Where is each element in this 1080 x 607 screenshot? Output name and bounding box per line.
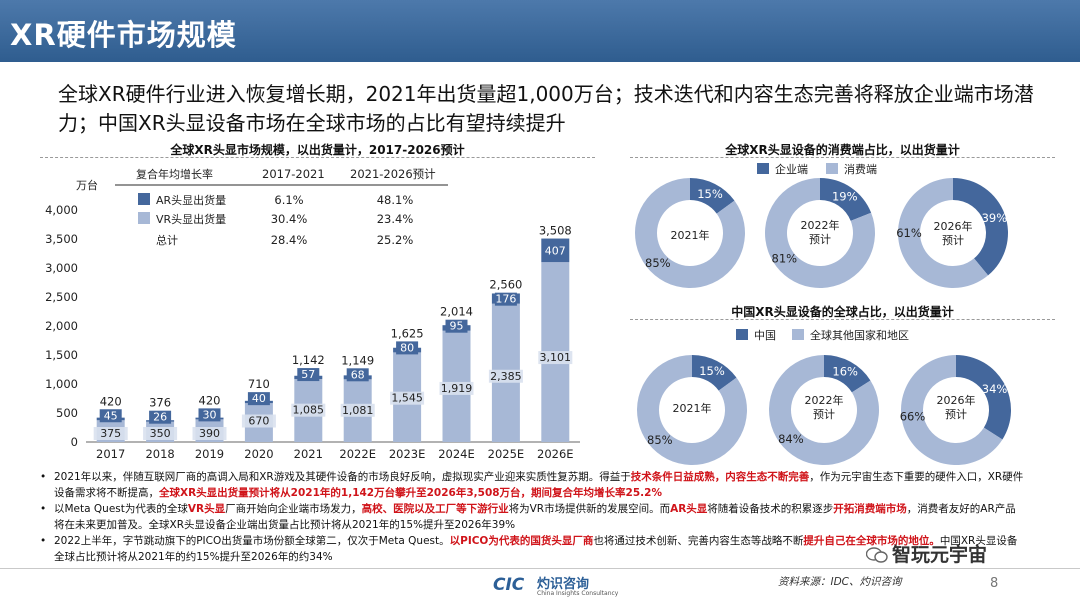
fn2-e: 将为VR市场提供新的发展空间。而 [508, 503, 671, 515]
fn2-g: 将随着设备技术的积累逐步 [707, 503, 834, 515]
logo-tagline: China Insights Consultancy [537, 590, 619, 597]
fn3-b: 以PICO为代表的国货头显厂商 [449, 535, 594, 547]
donut-slice-primary [824, 355, 871, 393]
donut-label-secondary: 61% [896, 226, 922, 240]
donut2-center-2026-b: 预计 [945, 408, 967, 421]
logo-mark: CIC [493, 575, 525, 595]
logo-name: 灼识咨询 [537, 577, 590, 592]
donut-label-primary: 19% [832, 190, 858, 204]
donut-slice-secondary [901, 355, 1003, 465]
donut1-legend-a: 企业端 [775, 163, 808, 176]
fn3-c: 也将通过技术创新、完善内容生态等战略不断 [593, 535, 804, 547]
headline: 全球XR硬件行业进入恢复增长期，2021年出货量超1,000万台；技术迭代和内容… [58, 82, 1034, 135]
fn1-d: 全球XR头显出货量预计将从2021年的1,142万台攀升至2026年3,508万… [159, 486, 662, 499]
fn1-b: 技术条件日益成熟，内容生态不断完善 [630, 471, 810, 483]
fn2-i: ，消费者友好的AR产品将在未来更加普及。全球XR头显设备企业端出货量占比预计将从… [54, 503, 1016, 531]
fn2-b: VR头显 [187, 503, 226, 515]
donut-label-primary: 16% [832, 364, 858, 378]
donut-slice-primary [690, 177, 735, 214]
donut-label-secondary: 66% [900, 410, 926, 424]
slide-title: XR硬件市场规模 [10, 18, 237, 52]
fn2-c: 厂商开始向企业端市场发力， [225, 503, 362, 515]
donut-label-secondary: 85% [647, 433, 673, 447]
donut1-center-2021: 2021年 [671, 228, 710, 242]
donut2-center-2021: 2021年 [673, 401, 712, 415]
fn1-a: 2021年以来，伴随互联网厂商的高调入局和XR游戏及其硬件设备的市场良好反响，虚… [54, 471, 631, 483]
donut-label-secondary: 85% [645, 256, 671, 270]
donut2-legend-b-swatch [792, 329, 804, 340]
donut2-legend-a-swatch [736, 329, 748, 340]
footnotes: • 2021年以来，伴随互联网厂商的高调入局和XR游戏及其硬件设备的市场良好反响… [40, 470, 1025, 566]
footnote-bullet: • [40, 471, 47, 483]
source-note: 资料来源：IDC、灼识咨询 [778, 576, 902, 588]
donut1-title-rule [630, 157, 1055, 158]
donut-slice-secondary [634, 178, 745, 288]
wechat-account: 智玩元宇宙 [892, 544, 988, 566]
fn2-d: 高校、医院以及工厂等下游行业 [361, 503, 509, 515]
donut-slice-primary [956, 355, 1011, 440]
donut-label-secondary: 81% [772, 252, 798, 266]
footnote-bullet: • [40, 535, 47, 547]
donut1-legend-b-swatch [826, 163, 838, 174]
donut2-center-2022-a: 2022年 [805, 393, 844, 407]
donut-slice-primary [820, 178, 872, 221]
donut-label-primary: 39% [982, 211, 1008, 225]
fn3-a: 2022上半年，字节跳动旗下的PICO出货量市场份额全球第二，仅次于Meta Q… [54, 535, 450, 547]
donut1-center-2026-b: 预计 [942, 234, 964, 247]
wechat-icon [866, 547, 888, 563]
footnote-2: • 以Meta Quest为代表的全球VR头显厂商开始向企业端市场发力，高校、医… [40, 502, 1025, 533]
donut2-title-rule [630, 319, 1055, 320]
fn3-e: 中国XR头显设备全球占比预计将从2021年的约15%提升至2026年的约34% [54, 535, 1018, 563]
footer-rule [0, 568, 1080, 569]
donut-slice-secondary [636, 355, 747, 465]
donut-label-secondary: 84% [778, 432, 804, 446]
donut-label-primary: 15% [697, 187, 723, 201]
footnote-bullet: • [40, 503, 47, 515]
donut2-title: 中国XR头显设备的全球占比，以出货量计 [731, 305, 954, 319]
fn3-d: 提升自己在全球市场的地位。 [803, 535, 940, 547]
donut2-center-2026-a: 2026年 [937, 393, 976, 407]
fn2-a: 以Meta Quest为代表的全球 [54, 503, 188, 515]
donut1-legend-b: 消费端 [844, 163, 877, 176]
donut-slice-secondary [897, 178, 989, 288]
donut1-center-2026-a: 2026年 [934, 219, 973, 233]
fn2-h: 开拓消费端市场 [833, 503, 907, 515]
donut2-legend-a: 中国 [754, 329, 776, 342]
title-bar: XR硬件市场规模 [0, 0, 1080, 62]
donut-label-primary: 15% [699, 364, 725, 378]
cic-logo: CIC 灼识咨询 China Insights Consultancy [493, 573, 623, 601]
fn1-c: ，作为元宇宙生态下重要的硬件入口，XR硬件设备需求将不断提高， [54, 471, 1024, 499]
bar-chart-title: 全球XR头显市场规模，以出货量计，2017-2026预计 [170, 143, 465, 157]
donut2-legend-b: 全球其他国家和地区 [810, 329, 909, 342]
donut2-center-2022-b: 预计 [813, 408, 835, 421]
donut1-center-2022-a: 2022年 [801, 218, 840, 232]
fn2-f: AR头显 [670, 503, 708, 515]
donut-slice-primary [692, 355, 737, 391]
donut-label-primary: 34% [982, 382, 1008, 396]
donut-slice-primary [953, 178, 1008, 276]
donut1-title: 全球XR头显设备的消费端占比，以出货量计 [725, 143, 960, 157]
donut-slice-secondary [769, 355, 879, 465]
page-number: 8 [990, 576, 999, 591]
donut-slice-secondary [764, 178, 875, 288]
donut1-center-2022-b: 预计 [809, 233, 831, 246]
donut1-legend-a-swatch [757, 163, 769, 174]
footnote-3: • 2022上半年，字节跳动旗下的PICO出货量市场份额全球第二，仅次于Meta… [40, 534, 1025, 565]
footnote-1: • 2021年以来，伴随互联网厂商的高调入局和XR游戏及其硬件设备的市场良好反响… [40, 470, 1025, 501]
bar-chart-title-rule [40, 157, 595, 158]
